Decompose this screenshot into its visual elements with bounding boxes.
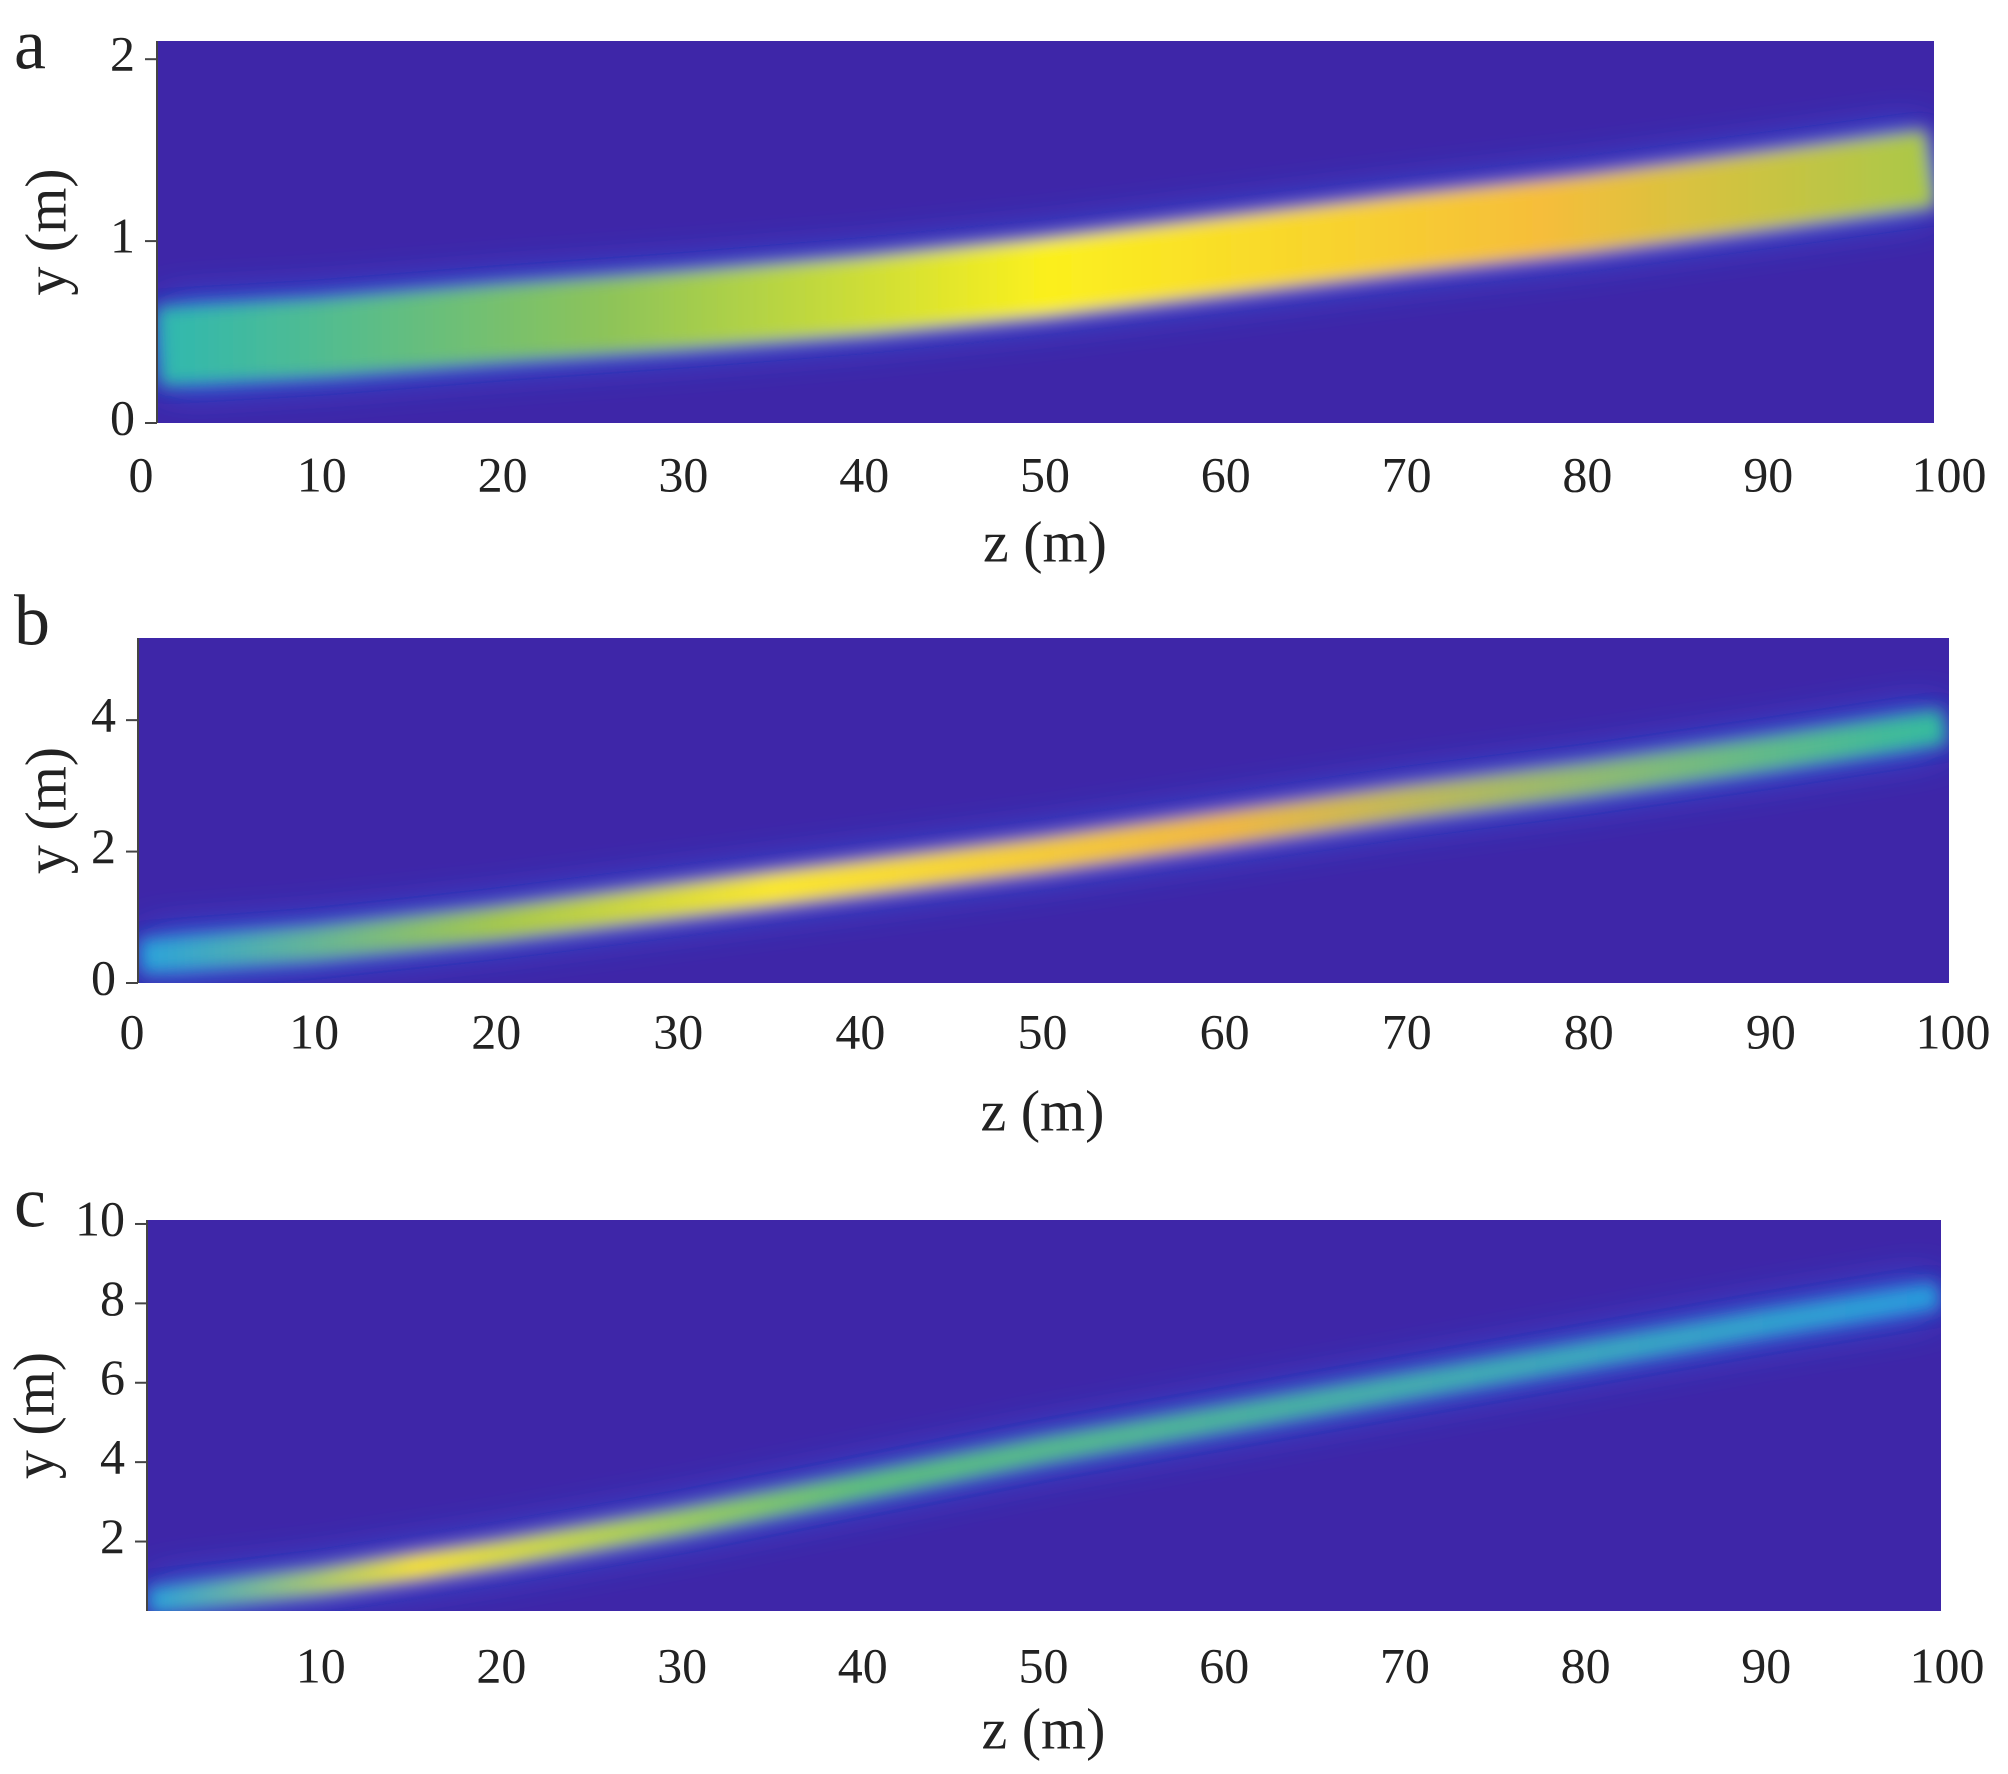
x-tick-label: 80 bbox=[1564, 1003, 1614, 1059]
x-tick-label: 40 bbox=[838, 1637, 888, 1693]
x-tick-label: 60 bbox=[1201, 446, 1251, 502]
x-tick-label: 70 bbox=[1382, 1003, 1432, 1059]
x-tick-label: 0 bbox=[129, 446, 154, 502]
x-tick-label: 0 bbox=[120, 1003, 145, 1059]
y-tick-label: 2 bbox=[110, 26, 135, 82]
x-tick-label: 60 bbox=[1200, 1003, 1250, 1059]
x-tick-label: 100 bbox=[1910, 1637, 1985, 1693]
beam-ridge bbox=[157, 129, 1934, 386]
y-tick-label: 0 bbox=[110, 389, 135, 445]
y-tick-label: 8 bbox=[100, 1270, 125, 1326]
panel-label: c bbox=[14, 1163, 46, 1243]
x-tick-label: 80 bbox=[1561, 1637, 1611, 1693]
y-tick-label: 4 bbox=[91, 687, 116, 743]
heatmap-field bbox=[157, 129, 1934, 386]
x-tick-label: 10 bbox=[289, 1003, 339, 1059]
x-axis-label: z (m) bbox=[982, 1696, 1106, 1761]
x-tick-label: 90 bbox=[1743, 446, 1793, 502]
x-tick-label: 20 bbox=[471, 1003, 521, 1059]
x-tick-label: 30 bbox=[653, 1003, 703, 1059]
beam-ridge bbox=[147, 1282, 1941, 1611]
x-tick-label: 50 bbox=[1019, 1637, 1069, 1693]
x-tick-label: 20 bbox=[476, 1637, 526, 1693]
x-axis-label: z (m) bbox=[981, 1078, 1105, 1143]
x-tick-label: 90 bbox=[1746, 1003, 1796, 1059]
y-tick-label: 0 bbox=[91, 949, 116, 1005]
x-tick-label: 40 bbox=[835, 1003, 885, 1059]
y-axis-label: y (m) bbox=[1, 1352, 66, 1479]
heatmap-field bbox=[139, 709, 1947, 974]
x-axis-label: z (m) bbox=[983, 509, 1107, 574]
x-tick-label: 100 bbox=[1912, 446, 1987, 502]
x-tick-label: 70 bbox=[1382, 446, 1432, 502]
x-tick-label: 50 bbox=[1020, 446, 1070, 502]
x-tick-label: 30 bbox=[657, 1637, 707, 1693]
y-tick-label: 2 bbox=[100, 1508, 125, 1564]
y-tick-label: 2 bbox=[91, 818, 116, 874]
x-tick-label: 10 bbox=[297, 446, 347, 502]
x-tick-label: 90 bbox=[1741, 1637, 1791, 1693]
x-tick-label: 20 bbox=[478, 446, 528, 502]
y-axis-label: y (m) bbox=[13, 747, 78, 874]
x-tick-label: 10 bbox=[296, 1637, 346, 1693]
panel-label: b bbox=[14, 581, 50, 661]
x-tick-label: 70 bbox=[1380, 1637, 1430, 1693]
heatmap-background bbox=[147, 1220, 1941, 1611]
x-tick-label: 50 bbox=[1018, 1003, 1068, 1059]
heatmap-field bbox=[147, 1282, 1941, 1611]
y-tick-label: 6 bbox=[100, 1349, 125, 1405]
x-tick-label: 100 bbox=[1916, 1003, 1991, 1059]
x-tick-label: 80 bbox=[1562, 446, 1612, 502]
y-tick-label: 1 bbox=[110, 208, 135, 264]
beam-ridge bbox=[139, 709, 1947, 974]
y-axis-label: y (m) bbox=[13, 168, 78, 295]
y-tick-label: 4 bbox=[100, 1429, 125, 1485]
x-tick-label: 30 bbox=[658, 446, 708, 502]
x-tick-label: 40 bbox=[839, 446, 889, 502]
x-tick-label: 60 bbox=[1199, 1637, 1249, 1693]
y-tick-label: 10 bbox=[75, 1190, 125, 1246]
panel-label: a bbox=[14, 5, 46, 85]
